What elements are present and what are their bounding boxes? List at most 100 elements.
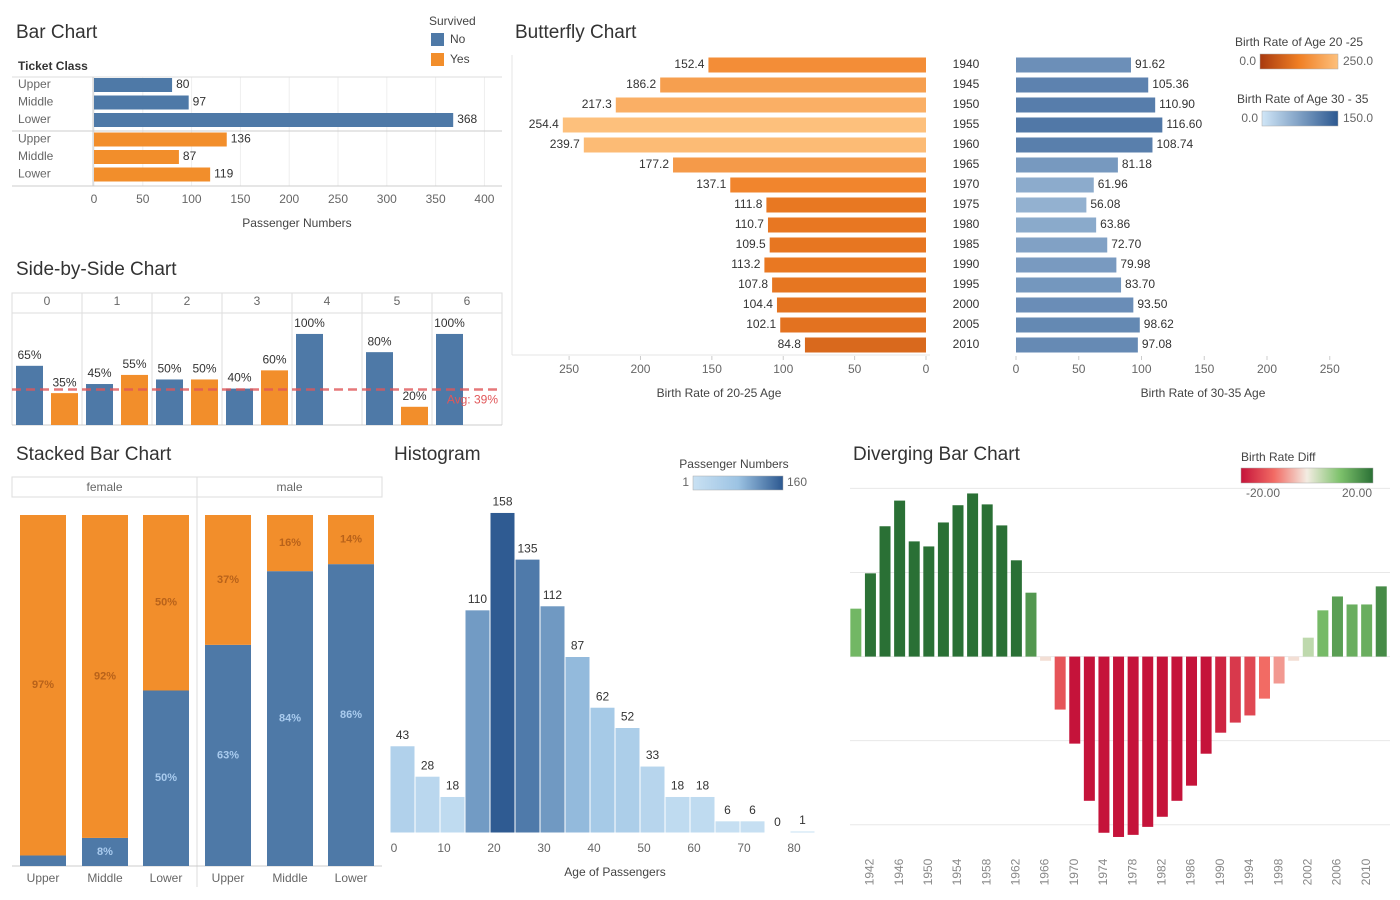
- x-axis-title: Birth Rate of 30-35 Age: [1141, 386, 1266, 400]
- data-label: 20%: [402, 389, 426, 403]
- bar: [769, 237, 926, 253]
- bar: [1016, 317, 1140, 333]
- chart-title: Stacked Bar Chart: [16, 444, 172, 465]
- data-label: 37%: [217, 574, 239, 586]
- year-label: 1995: [953, 277, 980, 291]
- row-label: Middle: [18, 95, 54, 109]
- bar: [121, 374, 148, 425]
- bar: [981, 504, 993, 657]
- x-tick-label: 350: [426, 192, 446, 206]
- legend-label: Yes: [450, 52, 470, 66]
- data-label: 50%: [155, 597, 177, 609]
- bar: [1346, 604, 1358, 657]
- data-label: 239.7: [550, 137, 580, 151]
- x-tick-label: 100: [1131, 362, 1151, 376]
- x-tick-label: 1998: [1271, 858, 1285, 885]
- x-tick-label: 1970: [1067, 858, 1081, 885]
- histogram-bar: [589, 706, 616, 834]
- x-tick-label: 1982: [1154, 858, 1168, 885]
- bar: [94, 113, 454, 127]
- x-tick-label: 60: [687, 841, 701, 855]
- x-tick-label: 10: [437, 841, 451, 855]
- x-axis-title: Passenger Numbers: [242, 216, 351, 230]
- legend-min: 1: [682, 475, 689, 489]
- row-label: Middle: [18, 149, 54, 163]
- histogram-bar: [489, 511, 516, 834]
- bar: [780, 317, 926, 333]
- data-label: 72.70: [1111, 237, 1141, 251]
- chart-title: Butterfly Chart: [515, 22, 637, 43]
- bar: [660, 77, 926, 93]
- year-label: 1950: [953, 97, 980, 111]
- data-label: 119: [214, 167, 233, 181]
- bar: [1016, 257, 1117, 273]
- bar: [767, 217, 926, 233]
- group-header: male: [276, 480, 302, 494]
- bar: [401, 406, 428, 425]
- histogram-bar: [539, 605, 566, 834]
- bar: [51, 393, 78, 425]
- year-label: 2005: [953, 317, 980, 331]
- bar-segment: [205, 644, 251, 866]
- row-label: Lower: [18, 112, 51, 126]
- year-label: 1965: [953, 157, 980, 171]
- legend-max: 160: [787, 475, 807, 489]
- x-tick-label: 400: [474, 192, 494, 206]
- year-label: 1985: [953, 237, 980, 251]
- bar: [864, 573, 876, 657]
- bar: [1317, 610, 1329, 657]
- data-label: 1: [799, 813, 806, 827]
- data-label: 62: [596, 689, 610, 703]
- data-label: 65%: [17, 348, 41, 362]
- legend-min: -20.00: [1246, 486, 1280, 500]
- bar: [1069, 656, 1081, 744]
- data-label: 111.8: [734, 197, 763, 211]
- bar: [1113, 656, 1125, 837]
- bar: [1361, 604, 1373, 657]
- x-tick-label: 1966: [1038, 858, 1052, 885]
- year-label: 1945: [953, 77, 980, 91]
- data-label: 50%: [157, 362, 181, 376]
- bar: [1273, 656, 1285, 684]
- x-tick-label: 250: [328, 192, 348, 206]
- data-label: 61.96: [1098, 177, 1128, 191]
- histogram-bar: [689, 795, 716, 834]
- bar: [908, 541, 920, 657]
- year-label: 1980: [953, 217, 980, 231]
- data-label: 98.62: [1144, 317, 1174, 331]
- histogram-bar: [639, 765, 666, 834]
- data-label: 254.4: [529, 117, 559, 131]
- legend-title: Survived: [429, 14, 476, 28]
- bar: [804, 337, 926, 353]
- bar: [94, 150, 179, 164]
- data-label: 63.86: [1100, 217, 1130, 231]
- bar-segment: [267, 571, 313, 866]
- data-label: 100%: [434, 316, 465, 330]
- data-label: 50%: [155, 772, 177, 784]
- x-tick-label: 150: [1194, 362, 1214, 376]
- bar: [772, 277, 926, 293]
- x-tick-label: 100: [182, 192, 202, 206]
- data-label: 110: [468, 592, 487, 606]
- x-tick-label: 1962: [1009, 858, 1023, 885]
- year-label: 1970: [953, 177, 980, 191]
- bar-segment: [143, 515, 189, 691]
- bar: [1302, 637, 1314, 657]
- group-header: female: [86, 480, 122, 494]
- data-label: 45%: [87, 366, 111, 380]
- x-tick-label: 70: [737, 841, 751, 855]
- legend-max: 150.0: [1343, 111, 1373, 125]
- bar-segment: [20, 515, 66, 856]
- legend-title: Birth Rate of Age 20 -25: [1235, 35, 1363, 49]
- row-label: Upper: [18, 77, 51, 91]
- bar: [1288, 656, 1300, 661]
- x-tick-label: Upper: [212, 871, 245, 885]
- bar: [1200, 656, 1212, 754]
- bar: [996, 525, 1008, 657]
- data-label: 60%: [262, 353, 286, 367]
- data-label: 18: [696, 779, 710, 793]
- bar: [1186, 656, 1198, 786]
- column-header: 4: [324, 294, 331, 308]
- data-label: 50%: [192, 362, 216, 376]
